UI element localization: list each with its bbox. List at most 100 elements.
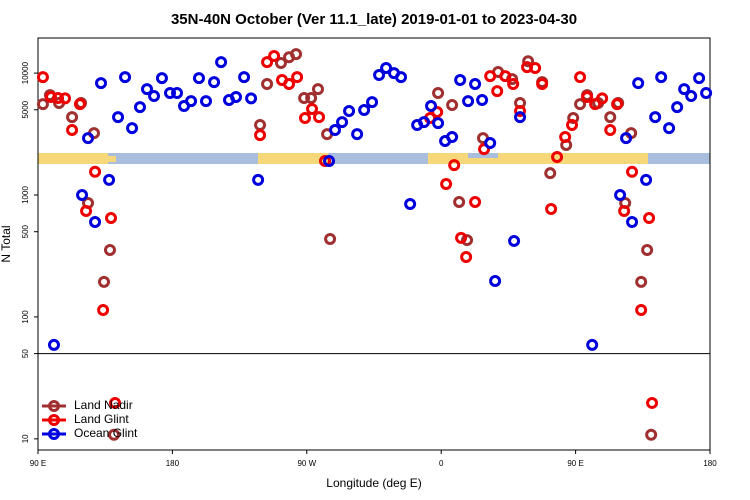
point — [418, 116, 431, 129]
point — [148, 90, 161, 103]
point — [66, 111, 79, 124]
point — [238, 71, 251, 84]
point — [632, 77, 645, 90]
point — [323, 155, 336, 168]
y-tick-label: 10 — [21, 434, 30, 443]
point — [109, 396, 122, 409]
point — [469, 78, 482, 91]
point — [192, 72, 205, 85]
point — [567, 112, 580, 125]
point — [254, 129, 267, 142]
legend-label: Land Glint — [74, 412, 129, 426]
point — [551, 150, 564, 163]
point — [103, 243, 116, 256]
legend-marker — [48, 428, 60, 440]
point — [522, 55, 535, 68]
point — [484, 137, 497, 150]
point — [112, 111, 125, 124]
x-tick-label: 90 E — [567, 459, 583, 468]
point — [446, 131, 459, 144]
point — [663, 122, 676, 135]
point — [655, 71, 668, 84]
point — [581, 90, 594, 103]
y-tick-label: 100 — [21, 310, 30, 324]
point — [440, 178, 453, 191]
point — [596, 92, 609, 105]
point — [329, 124, 342, 137]
point — [395, 71, 408, 84]
point — [313, 111, 326, 124]
point — [559, 131, 572, 144]
point — [324, 232, 337, 245]
point — [103, 173, 116, 186]
y-tick-label: 500 — [21, 224, 30, 238]
point — [700, 87, 713, 100]
point — [489, 275, 502, 288]
point — [499, 70, 512, 83]
y-tick-label: 50 — [21, 349, 30, 358]
point — [373, 69, 386, 82]
point — [82, 132, 95, 145]
point — [290, 48, 303, 61]
point — [671, 101, 684, 114]
point — [44, 90, 57, 103]
y-tick-label: 1000 — [21, 186, 30, 204]
point — [358, 104, 371, 117]
point — [604, 111, 617, 124]
point — [626, 165, 639, 178]
point — [274, 56, 287, 69]
point — [643, 212, 656, 225]
point — [645, 428, 658, 441]
point — [98, 275, 111, 288]
point — [164, 87, 177, 100]
point — [268, 50, 281, 63]
point — [476, 94, 489, 107]
y-tick-label: 10000 — [21, 61, 30, 84]
point — [59, 92, 72, 105]
point — [544, 167, 557, 180]
point — [105, 212, 118, 225]
point — [469, 195, 482, 208]
point — [545, 203, 558, 216]
point — [97, 303, 110, 316]
point — [620, 132, 633, 145]
point — [126, 122, 139, 135]
point — [133, 101, 146, 114]
point — [89, 165, 102, 178]
point — [432, 87, 445, 100]
y-axis-label: N Total — [0, 225, 13, 262]
x-axis-label: Longitude (deg E) — [326, 476, 421, 490]
point — [462, 95, 475, 108]
point — [460, 251, 473, 264]
point — [119, 71, 132, 84]
point — [618, 204, 631, 217]
point — [514, 111, 527, 124]
point — [431, 106, 444, 119]
point — [566, 119, 579, 132]
point — [507, 78, 520, 91]
point — [73, 98, 86, 111]
point — [200, 95, 212, 108]
point — [299, 112, 312, 125]
point — [108, 428, 121, 441]
point — [626, 216, 639, 229]
point — [319, 155, 332, 168]
legend-marker — [48, 400, 60, 412]
legend-label: Land Nadir — [74, 398, 133, 412]
point — [261, 78, 274, 91]
point — [230, 90, 243, 103]
legend-marker — [48, 414, 60, 426]
point — [491, 85, 504, 98]
point — [536, 78, 549, 91]
point — [215, 56, 228, 69]
point — [351, 128, 364, 141]
point — [514, 104, 527, 117]
point — [446, 99, 459, 112]
point — [574, 71, 587, 84]
point — [36, 98, 49, 111]
point — [453, 195, 466, 208]
point — [380, 62, 393, 75]
point — [343, 104, 356, 117]
point — [678, 83, 691, 96]
